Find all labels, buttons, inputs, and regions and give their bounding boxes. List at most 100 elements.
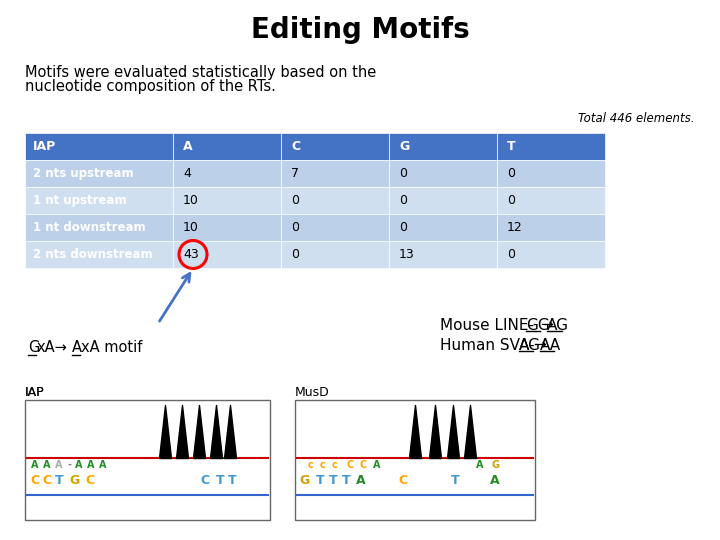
- Text: A: A: [476, 460, 484, 470]
- Text: AG: AG: [518, 338, 541, 353]
- Text: 0: 0: [507, 194, 515, 207]
- Text: T: T: [228, 474, 236, 487]
- Text: 0: 0: [507, 248, 515, 261]
- Text: 0: 0: [399, 194, 407, 207]
- Text: C: C: [200, 474, 210, 487]
- Text: 2 nts upstream: 2 nts upstream: [33, 167, 134, 180]
- Text: 0: 0: [291, 221, 299, 234]
- Bar: [173, 133, 281, 160]
- Text: C: C: [30, 474, 40, 487]
- Text: C: C: [291, 140, 300, 153]
- Bar: [281, 241, 389, 268]
- Text: T: T: [55, 474, 63, 487]
- Bar: [295, 400, 535, 520]
- Bar: [281, 187, 389, 214]
- Text: A: A: [356, 474, 366, 487]
- Text: A: A: [373, 460, 381, 470]
- Text: 0: 0: [291, 248, 299, 261]
- Text: 43: 43: [183, 248, 199, 261]
- Text: c: c: [307, 460, 313, 470]
- Bar: [281, 160, 389, 187]
- Text: T: T: [329, 474, 337, 487]
- Text: c: c: [331, 460, 337, 470]
- Text: A: A: [76, 460, 83, 470]
- Text: T: T: [342, 474, 351, 487]
- Text: 0: 0: [399, 167, 407, 180]
- Bar: [173, 214, 281, 241]
- Text: A: A: [43, 460, 50, 470]
- Text: C: C: [359, 460, 366, 470]
- Text: 4: 4: [183, 167, 191, 180]
- Text: →: →: [533, 338, 546, 353]
- Text: IAP: IAP: [25, 386, 45, 399]
- Text: A: A: [99, 460, 107, 470]
- Bar: [389, 241, 497, 268]
- Bar: [281, 214, 389, 241]
- Text: A: A: [183, 140, 193, 153]
- Bar: [25, 214, 173, 241]
- Bar: [389, 160, 497, 187]
- Bar: [497, 160, 605, 187]
- Text: C: C: [86, 474, 94, 487]
- Bar: [497, 187, 605, 214]
- Text: IAP: IAP: [33, 140, 56, 153]
- Text: nucleotide composition of the RTs.: nucleotide composition of the RTs.: [25, 79, 276, 94]
- Text: xA motif: xA motif: [81, 341, 143, 355]
- Bar: [25, 400, 270, 520]
- Text: G: G: [70, 474, 80, 487]
- Text: C: C: [42, 474, 52, 487]
- Text: 2 nts downstream: 2 nts downstream: [33, 248, 153, 261]
- Text: 0: 0: [291, 194, 299, 207]
- Text: A: A: [87, 460, 95, 470]
- Bar: [173, 160, 281, 187]
- Bar: [173, 241, 281, 268]
- Bar: [25, 133, 173, 160]
- Text: A: A: [72, 341, 82, 355]
- Bar: [389, 214, 497, 241]
- Text: Human SVA-: Human SVA-: [440, 338, 539, 353]
- Bar: [25, 241, 173, 268]
- Text: T: T: [216, 474, 225, 487]
- Text: 1 nt downstream: 1 nt downstream: [33, 221, 145, 234]
- Bar: [497, 214, 605, 241]
- Text: MusD: MusD: [295, 386, 330, 399]
- Text: AG: AG: [547, 318, 570, 333]
- Text: G: G: [300, 474, 310, 487]
- Text: G: G: [491, 460, 499, 470]
- Text: Motifs were evaluated statistically based on the: Motifs were evaluated statistically base…: [25, 64, 377, 79]
- Text: A: A: [31, 460, 39, 470]
- Text: C: C: [346, 460, 354, 470]
- Text: G: G: [28, 341, 40, 355]
- Bar: [281, 133, 389, 160]
- Bar: [497, 133, 605, 160]
- Text: Total 446 elements.: Total 446 elements.: [578, 111, 695, 125]
- Bar: [389, 133, 497, 160]
- Text: T: T: [451, 474, 459, 487]
- Bar: [497, 241, 605, 268]
- Bar: [173, 187, 281, 214]
- Text: A: A: [55, 460, 63, 470]
- Bar: [25, 160, 173, 187]
- Text: A: A: [490, 474, 500, 487]
- Text: c: c: [319, 460, 325, 470]
- Text: GG: GG: [526, 318, 549, 333]
- Text: 0: 0: [399, 221, 407, 234]
- Text: T: T: [315, 474, 324, 487]
- Text: AA: AA: [540, 338, 561, 353]
- Text: 10: 10: [183, 221, 199, 234]
- Text: 0: 0: [507, 167, 515, 180]
- Bar: [25, 187, 173, 214]
- Text: IAP: IAP: [25, 386, 45, 399]
- Text: Editing Motifs: Editing Motifs: [251, 16, 469, 44]
- Text: T: T: [507, 140, 516, 153]
- Text: xA→: xA→: [37, 341, 68, 355]
- Text: Mouse LINE-: Mouse LINE-: [440, 318, 539, 333]
- Text: 7: 7: [291, 167, 299, 180]
- Text: 12: 12: [507, 221, 523, 234]
- Text: -: -: [67, 460, 71, 470]
- Text: →: →: [540, 318, 553, 333]
- Text: 13: 13: [399, 248, 415, 261]
- Text: 1 nt upstream: 1 nt upstream: [33, 194, 127, 207]
- Text: G: G: [399, 140, 409, 153]
- Bar: [389, 187, 497, 214]
